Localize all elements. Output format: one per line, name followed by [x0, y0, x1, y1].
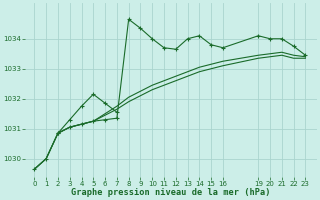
X-axis label: Graphe pression niveau de la mer (hPa): Graphe pression niveau de la mer (hPa) [71, 188, 271, 197]
